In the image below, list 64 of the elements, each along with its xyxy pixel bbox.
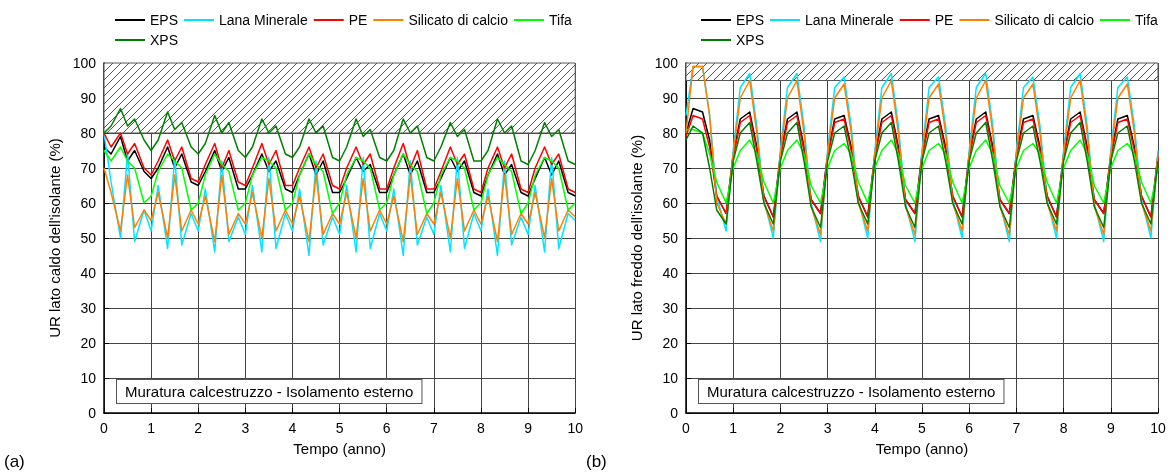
x-tick-label: 2 — [194, 420, 203, 436]
x-axis-title: Tempo (anno) — [293, 440, 386, 457]
y-tick-label: 70 — [80, 160, 97, 176]
y-tick-label: 40 — [80, 265, 97, 281]
x-axis-title: Tempo (anno) — [875, 440, 969, 457]
legend-label: EPS — [736, 12, 765, 28]
x-tick-label: 7 — [1012, 420, 1021, 436]
legend-label: Silicato di calcio — [994, 12, 1095, 28]
annotation: Muratura calcestruzzo - Isolamento esterno — [707, 383, 996, 400]
x-tick-label: 10 — [1150, 420, 1166, 436]
x-tick-label: 4 — [870, 420, 879, 436]
x-tick-label: 5 — [335, 420, 344, 436]
x-tick-label: 1 — [147, 420, 156, 436]
y-tick-label: 90 — [80, 90, 97, 106]
x-tick-label: 0 — [100, 420, 109, 436]
text: (b) — [586, 452, 607, 471]
legend-label: EPS — [150, 12, 179, 28]
x-tick-label: 0 — [682, 420, 691, 436]
y-tick-label: 60 — [80, 195, 97, 211]
x-tick-label: 2 — [776, 420, 785, 436]
x-tick-label: 6 — [965, 420, 974, 436]
x-tick-label: 10 — [567, 420, 584, 436]
y-axis-title: UR lato freddo dell'isolante (%) — [627, 134, 645, 342]
x-tick-label: 3 — [241, 420, 250, 436]
legend-label: Tifa — [1135, 12, 1159, 28]
y-tick-label: 0 — [670, 405, 679, 421]
legend-label: XPS — [736, 32, 765, 48]
y-axis-title: UR lato caldo dell'isolante (%) — [45, 138, 63, 338]
y-tick-label: 20 — [80, 335, 97, 351]
x-tick-label: 8 — [1059, 420, 1068, 436]
legend-label: Tifa — [549, 12, 573, 28]
legend-label: PE — [348, 12, 368, 28]
y-tick-label: 30 — [80, 300, 97, 316]
y-tick-label: 30 — [662, 300, 679, 316]
legend-label: Silicato di calcio — [408, 12, 509, 28]
y-tick-label: 90 — [662, 90, 679, 106]
y-tick-label: 20 — [662, 335, 679, 351]
x-tick-label: 5 — [918, 420, 927, 436]
x-tick-label: 3 — [823, 420, 832, 436]
x-tick-label: 1 — [729, 420, 738, 436]
y-tick-label: 50 — [80, 230, 97, 246]
y-tick-label: 70 — [662, 160, 679, 176]
x-tick-label: 9 — [1106, 420, 1115, 436]
y-tick-label: 100 — [72, 55, 97, 71]
y-tick-label: 60 — [662, 195, 679, 211]
x-tick-label: 4 — [288, 420, 297, 436]
y-tick-label: 10 — [80, 370, 97, 386]
legend-label: PE — [934, 12, 954, 28]
legend-label: Lana Minerale — [805, 12, 894, 28]
x-tick-label: 8 — [477, 420, 486, 436]
x-tick-label: 7 — [429, 420, 438, 436]
annotation: Muratura calcestruzzo - Isolamento esterno — [125, 383, 414, 400]
y-tick-label: 10 — [662, 370, 679, 386]
legend-label: XPS — [150, 32, 179, 48]
y-tick-label: 50 — [662, 230, 679, 246]
y-tick-label: 100 — [654, 55, 679, 71]
y-tick-label: 0 — [88, 405, 97, 421]
x-tick-label: 6 — [382, 420, 391, 436]
y-tick-label: 80 — [80, 125, 97, 141]
x-tick-label: 9 — [524, 420, 533, 436]
y-tick-label: 80 — [662, 125, 679, 141]
text: (a) — [4, 452, 25, 471]
y-tick-label: 40 — [662, 265, 679, 281]
legend-label: Lana Minerale — [219, 12, 308, 28]
